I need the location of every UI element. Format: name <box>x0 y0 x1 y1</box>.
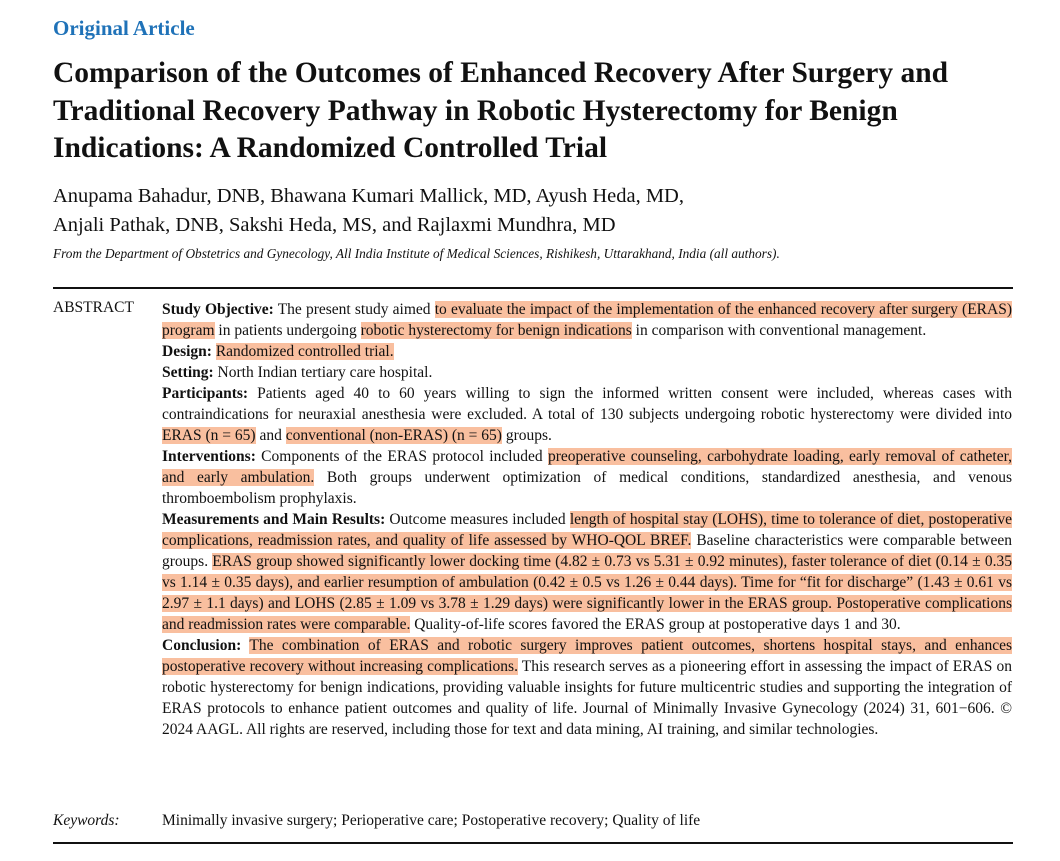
highlighted-text: robotic hysterectomy for benign indicati… <box>360 322 632 339</box>
text-segment: North Indian tertiary care hospital. <box>213 364 433 381</box>
text-segment: in patients undergoing <box>214 322 361 339</box>
text-segment: and <box>255 427 286 444</box>
abstract-section: Participants: Patients aged 40 to 60 yea… <box>162 383 1012 446</box>
text-segment: Baseline characteristics were comparable… <box>162 532 1012 570</box>
text-segment: Outcome measures included <box>385 511 570 528</box>
text-segment: The present study aimed <box>273 301 435 318</box>
highlighted-text: ERAS (n = 65) <box>162 427 256 444</box>
text-segment: groups. <box>501 427 552 444</box>
text-segment: Quality-of-life scores favored the ERAS … <box>410 616 901 633</box>
bottom-divider <box>53 842 1013 844</box>
text-segment: Components of the ERAS protocol included <box>255 448 548 465</box>
abstract-section: Design: Randomized controlled trial. <box>162 341 1012 362</box>
section-label: Participants: <box>162 385 249 402</box>
text-segment: Both groups underwent optimization of me… <box>162 469 1012 507</box>
article-title: Comparison of the Outcomes of Enhanced R… <box>53 57 949 164</box>
abstract-body: Study Objective: The present study aimed… <box>162 299 1013 740</box>
abstract-section: Interventions: Components of the ERAS pr… <box>162 446 1012 509</box>
abstract-section: Setting: North Indian tertiary care hosp… <box>162 362 1012 383</box>
abstract-section: Conclusion: The combination of ERAS and … <box>162 635 1012 740</box>
article-type: Original Article <box>53 16 195 40</box>
text-segment: in comparison with conventional manageme… <box>631 322 927 339</box>
top-divider <box>53 287 1013 289</box>
authors-line: Anjali Pathak, DNB, Sakshi Heda, MS, and… <box>53 214 616 236</box>
text-segment: This research serves as a pioneering eff… <box>162 658 1012 738</box>
section-label: Conclusion: <box>162 637 242 654</box>
section-label: Setting: <box>162 364 214 381</box>
authors: Anupama Bahadur, DNB, Bhawana Kumari Mal… <box>53 182 1013 240</box>
text-segment: Patients aged 40 to 60 years willing to … <box>162 385 1012 423</box>
abstract-label: ABSTRACT <box>53 299 134 316</box>
keywords-label: Keywords: <box>53 812 120 829</box>
authors-line: Anupama Bahadur, DNB, Bhawana Kumari Mal… <box>53 185 684 207</box>
abstract-section: Measurements and Main Results: Outcome m… <box>162 509 1013 635</box>
section-label: Interventions: <box>162 448 256 465</box>
keywords: Minimally invasive surgery; Perioperativ… <box>162 812 701 829</box>
highlighted-text: Randomized controlled trial. <box>215 343 394 360</box>
highlighted-text: conventional (non-ERAS) (n = 65) <box>285 427 502 444</box>
affiliation: From the Department of Obstetrics and Gy… <box>53 246 780 261</box>
section-label: Study Objective: <box>162 301 274 318</box>
section-label: Measurements and Main Results: <box>162 511 386 528</box>
abstract-section: Study Objective: The present study aimed… <box>162 299 1012 341</box>
section-label: Design: <box>162 343 212 360</box>
